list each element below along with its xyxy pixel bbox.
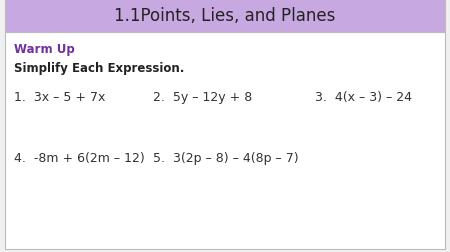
Text: 3.  4(x – 3) – 24: 3. 4(x – 3) – 24 [315, 90, 412, 104]
FancyBboxPatch shape [5, 0, 445, 33]
Text: 5.  3(2p – 8) – 4(8p – 7): 5. 3(2p – 8) – 4(8p – 7) [153, 151, 299, 164]
FancyBboxPatch shape [5, 32, 445, 249]
Text: Simplify Each Expression.: Simplify Each Expression. [14, 61, 184, 75]
Text: Warm Up: Warm Up [14, 43, 74, 56]
Text: 1.  3x – 5 + 7x: 1. 3x – 5 + 7x [14, 90, 105, 104]
Text: 4.  -8m + 6(2m – 12): 4. -8m + 6(2m – 12) [14, 151, 144, 164]
Text: 1.1Points, Lies, and Planes: 1.1Points, Lies, and Planes [114, 7, 336, 25]
Text: 2.  5y – 12y + 8: 2. 5y – 12y + 8 [153, 90, 252, 104]
